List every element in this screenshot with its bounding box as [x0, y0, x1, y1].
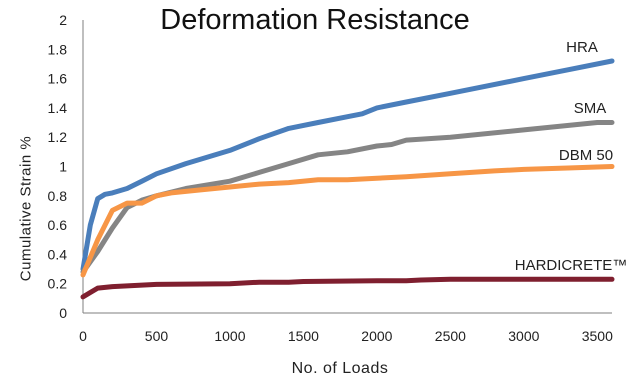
x-tick-label: 1500 — [288, 328, 319, 344]
series-line — [80, 120, 615, 275]
series-label: SMA — [574, 100, 607, 117]
series-label: HARDICRETE™ — [515, 257, 628, 274]
y-tick-label: 0.2 — [48, 276, 68, 292]
y-tick-label: 0.8 — [48, 188, 68, 204]
y-tick-label: 1.2 — [48, 129, 68, 145]
x-tick-label: 1000 — [214, 328, 245, 344]
y-tick-label: 1.4 — [48, 100, 68, 116]
x-tick-label: 0 — [79, 328, 87, 344]
x-tick-label: 3000 — [508, 328, 539, 344]
x-tick-label: 2000 — [361, 328, 392, 344]
y-tick-label: 0.4 — [48, 246, 68, 262]
y-tick-label: 1.6 — [48, 71, 68, 87]
y-tick-label: 1 — [59, 159, 67, 175]
x-tick-label: 3500 — [582, 328, 613, 344]
chart-title: Deformation Resistance — [160, 4, 470, 36]
series-line — [80, 164, 615, 278]
series-labels: HRA SMA DBM 50 HARDICRETE™ — [515, 39, 628, 274]
y-axis-label: Cumulative Strain % — [17, 135, 35, 282]
x-tick-label: 2500 — [435, 328, 466, 344]
y-axis-ticks: 0 0.2 0.4 0.6 0.8 1 1.2 1.4 1.6 1.8 2 — [48, 12, 68, 321]
x-axis-ticks: 0 500 1000 1500 2000 2500 3000 3500 — [79, 328, 613, 344]
x-tick-label: 500 — [145, 328, 169, 344]
y-tick-label: 0.6 — [48, 217, 68, 233]
x-axis-label: No. of Loads — [291, 360, 389, 377]
y-tick-label: 1.8 — [48, 41, 68, 57]
series-label: DBM 50 — [559, 147, 613, 164]
y-tick-label: 0 — [59, 305, 67, 321]
series-line — [80, 58, 615, 272]
y-tick-label: 2 — [59, 12, 67, 28]
series-lines — [80, 58, 615, 300]
series-label: HRA — [566, 39, 598, 56]
series-line — [80, 276, 615, 300]
